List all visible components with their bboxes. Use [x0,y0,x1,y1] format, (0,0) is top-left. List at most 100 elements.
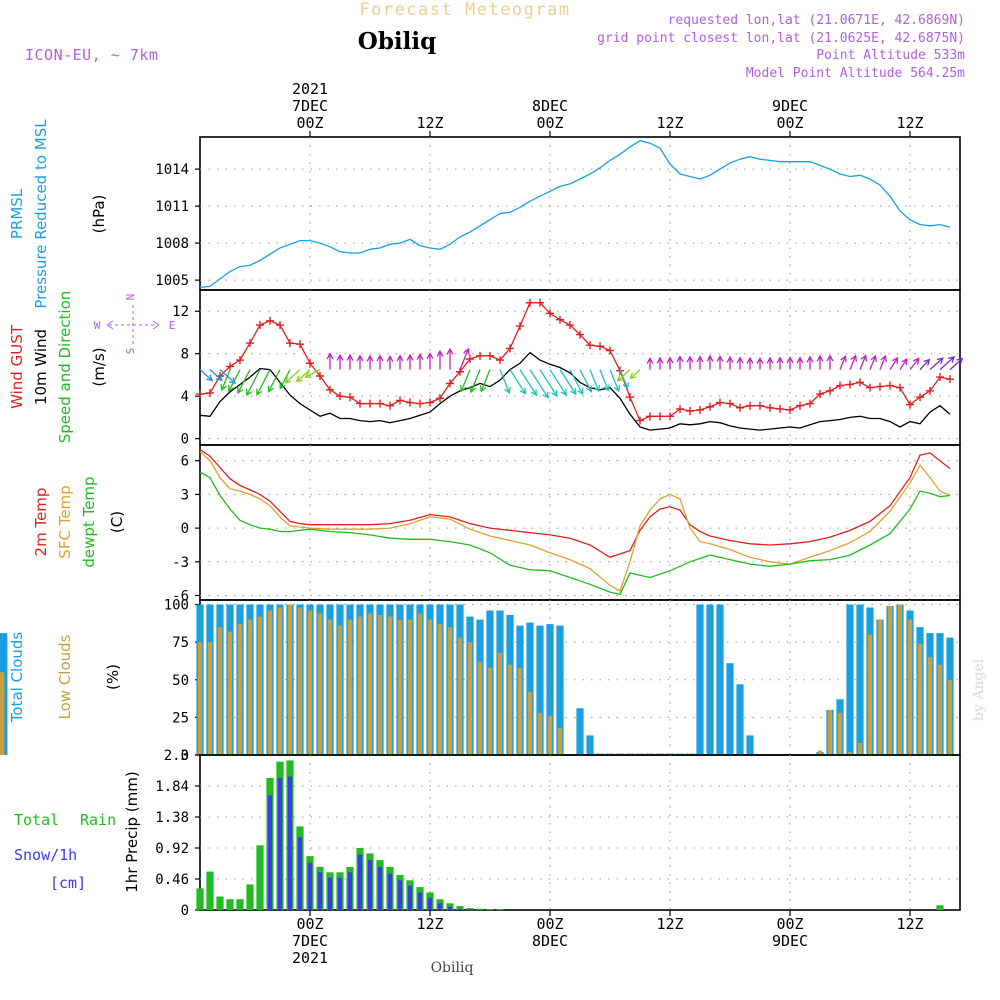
wind-arrow [879,354,887,370]
wind-marker [636,416,644,425]
wind-arrow [446,347,454,370]
bottom-time-label: 00Z [776,915,803,933]
precip-label-rain: Rain [80,811,116,829]
precip-ylabel-mm: 1hr Precip (mm) [123,771,141,892]
wind-arrow-head [396,354,404,362]
wind-marker [746,401,754,410]
wind-arrow-head [366,354,374,362]
precip-ytick-label: 2.3 [164,748,189,764]
wind-arrow-head [376,354,384,362]
precip-bar-1 [437,903,443,910]
clouds-bar-0 [576,708,584,755]
top-time-label: 12Z [416,114,443,132]
wind-arrow-shaft [919,359,930,371]
panel-clouds: 0 25 50 75 100 Total Clouds Low Clouds (%) [0,598,961,764]
precip-bar-1 [287,776,293,910]
pressure-line-0 [199,140,951,289]
wind-arrow-shaft [268,369,281,392]
wind-arrow-shaft [619,369,629,389]
clouds-bar-1 [897,604,903,755]
wind-arrow [776,356,784,370]
wind-arrow [716,354,724,370]
clouds-bar-1 [397,619,403,755]
precip-bar-0 [486,909,494,911]
precip-bar-1 [357,854,363,910]
clouds-bar-1 [887,606,893,755]
wind-arrow-shaft [539,369,558,397]
wind-arrow-head [304,371,312,378]
wind-arrow-head [426,352,434,360]
clouds-bar-1 [917,643,923,755]
wind-arrow [656,356,664,370]
wind-arrow-shaft [279,369,291,389]
wind-marker [446,379,454,388]
wind-arrow-shaft [221,369,231,391]
wind-arrow-head [570,388,577,396]
wind-marker [306,359,314,368]
wind-arrow [696,355,704,370]
precip-ytick-label: 0.92 [155,841,189,857]
wind-arrow [579,369,593,393]
clouds-bar-0 [586,735,594,755]
wind-arrow [326,352,334,370]
wind-arrow [736,356,744,370]
wind-arrow-head [936,357,944,365]
wind-marker [846,380,854,389]
precip-bar-0 [196,888,204,910]
wind-marker [536,298,544,307]
wind-arrow-shaft [889,357,899,370]
wind-arrow-head [956,357,964,365]
wind-arrow-head [676,355,684,363]
precip-bar-1 [327,877,333,910]
precip-bar-0 [466,908,474,910]
wind-marker [806,399,814,408]
wind-arrow-head [206,374,214,382]
wind-arrow-shaft [460,369,471,392]
precip-bar-1 [317,872,323,910]
clouds-bar-1 [937,664,943,755]
precip-bar-0 [246,884,254,910]
wind-arrow-shaft [519,369,537,396]
wind-marker [206,388,214,397]
wind-arrow-shaft [199,369,213,381]
wind-arrow [396,354,404,370]
wind-arrow-shaft [859,355,867,370]
wind-arrow-shaft [839,356,846,370]
wind-arrow-head [716,354,724,362]
wind-arrow [609,369,621,393]
wind-marker [286,339,294,348]
wind-marker [856,378,864,387]
clouds-bar-1 [527,691,533,755]
clouds-bar-1 [547,715,553,755]
clouds-bar-1 [857,743,863,755]
precip-bar-1 [457,908,463,910]
wind-marker [296,340,304,349]
wind-arrow [509,369,527,395]
bottom-time-label: 8DEC [532,932,568,950]
panel-pressure: 1005 1008 1011 1014 PRMSL Pressure Reduced to… [8,119,961,309]
wind-marker [676,404,684,413]
wind-arrow-head [656,356,664,364]
wind-arrow-shaft [599,369,610,391]
wind-arrow-shaft [246,369,261,396]
wind-arrow-shaft [529,369,549,398]
wind-arrow-shaft [869,355,877,370]
clouds-bar-1 [297,607,303,755]
clouds-bar-1 [327,619,333,755]
wind-arrow [386,354,394,370]
wind-marker [886,381,894,390]
wind-arrow [519,369,538,397]
clouds-bar-1 [227,631,233,755]
top-time-label: 9DEC [772,97,808,115]
wind-marker [346,393,354,402]
clouds-ylabel-0: Total Clouds [8,632,26,724]
wind-arrow-head [948,356,956,363]
clouds-bar-1 [387,616,393,755]
wind-arrow [919,358,931,371]
wind-arrow-head [577,387,584,396]
wind-arrow [336,353,344,370]
wind-marker [256,321,264,330]
clouds-bar-0 [696,604,704,755]
precip-bar-1 [447,906,453,910]
